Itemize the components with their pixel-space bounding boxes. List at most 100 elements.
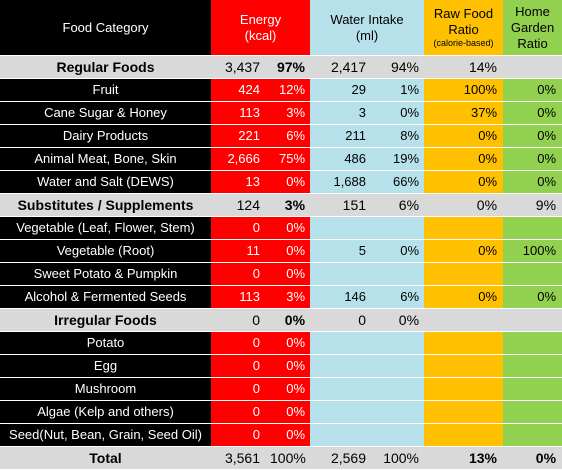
table-body: Regular Foods 3,437 97% 2,417 94% 14% Fruit 424… bbox=[0, 55, 562, 470]
cell-energy: 0 bbox=[211, 216, 265, 240]
table-row: Animal Meat, Bone, Skin 2,666 75% 486 19% 0% 0… bbox=[0, 147, 562, 171]
table-row: Dairy Products 221 6% 211 8% 0% 0% bbox=[0, 124, 562, 148]
cell-raw-ratio bbox=[424, 354, 504, 378]
header-home-line3: Ratio bbox=[517, 35, 548, 51]
cell-energy: 13 bbox=[211, 170, 265, 194]
header-water-intake: Water Intake (ml) bbox=[310, 0, 425, 56]
group-row: Regular Foods 3,437 97% 2,417 94% 14% bbox=[0, 55, 562, 79]
header-raw-line2: Ratio bbox=[448, 22, 479, 37]
table-row: Vegetable (Root) 11 0% 5 0% 0% 100% bbox=[0, 239, 562, 263]
header-energy-unit: (kcal) bbox=[244, 27, 277, 43]
header-raw-note: (calorie-based) bbox=[433, 38, 494, 48]
cell-energy: 113 bbox=[211, 101, 265, 125]
cell-water: 486 bbox=[310, 147, 372, 171]
cell-energy: 3,437 bbox=[211, 55, 265, 79]
header-raw-line1: Raw Food bbox=[433, 6, 494, 21]
group-row: Substitutes / Supplements 124 3% 151 6% 0% 9% bbox=[0, 193, 562, 217]
cell-water-pct: 0% bbox=[371, 308, 425, 332]
cell-home-ratio bbox=[503, 377, 562, 401]
cell-water: 2,417 bbox=[310, 55, 372, 79]
header-row: Food Category Energy (kcal) Water Intake… bbox=[0, 0, 562, 56]
cell-water-pct: 8% bbox=[371, 124, 425, 148]
cell-raw-ratio: 14% bbox=[424, 55, 504, 79]
header-home-line1: Home bbox=[515, 3, 550, 19]
cell-water-pct: 1% bbox=[371, 78, 425, 102]
table-row: Sweet Potato & Pumpkin 0 0% bbox=[0, 262, 562, 286]
cell-home-ratio bbox=[503, 308, 562, 332]
cell-energy: 11 bbox=[211, 239, 265, 263]
cell-energy: 3,561 bbox=[211, 446, 265, 470]
cell-water-pct bbox=[371, 262, 425, 286]
cell-energy: 424 bbox=[211, 78, 265, 102]
cell-water: 2,569 bbox=[310, 446, 372, 470]
cell-energy-pct: 3% bbox=[265, 193, 311, 217]
cell-category: Animal Meat, Bone, Skin bbox=[0, 147, 211, 171]
cell-home-ratio bbox=[503, 262, 562, 286]
cell-raw-ratio: 0% bbox=[424, 193, 504, 217]
cell-home-ratio: 9% bbox=[503, 193, 562, 217]
cell-water bbox=[310, 216, 372, 240]
cell-energy-pct: 0% bbox=[265, 377, 311, 401]
cell-water bbox=[310, 331, 372, 355]
table-row: Algae (Kelp and others) 0 0% bbox=[0, 400, 562, 424]
cell-category: Total bbox=[0, 446, 211, 470]
cell-energy-pct: 100% bbox=[265, 446, 311, 470]
cell-energy-pct: 0% bbox=[265, 331, 311, 355]
cell-raw-ratio: 0% bbox=[424, 239, 504, 263]
cell-energy: 0 bbox=[211, 331, 265, 355]
table-row: Fruit 424 12% 29 1% 100% 0% bbox=[0, 78, 562, 102]
cell-water-pct: 94% bbox=[371, 55, 425, 79]
cell-water-pct: 100% bbox=[371, 446, 425, 470]
cell-energy-pct: 75% bbox=[265, 147, 311, 171]
cell-water-pct bbox=[371, 216, 425, 240]
cell-energy: 124 bbox=[211, 193, 265, 217]
header-water-unit: (ml) bbox=[355, 27, 379, 43]
cell-water-pct bbox=[371, 423, 425, 447]
header-energy: Energy (kcal) bbox=[211, 0, 311, 56]
cell-energy-pct: 0% bbox=[265, 423, 311, 447]
cell-energy-pct: 0% bbox=[265, 216, 311, 240]
cell-category: Sweet Potato & Pumpkin bbox=[0, 262, 211, 286]
cell-water: 1,688 bbox=[310, 170, 372, 194]
cell-water: 211 bbox=[310, 124, 372, 148]
cell-raw-ratio bbox=[424, 331, 504, 355]
cell-home-ratio bbox=[503, 331, 562, 355]
table-row: Mushroom 0 0% bbox=[0, 377, 562, 401]
table-row: Egg 0 0% bbox=[0, 354, 562, 378]
cell-home-ratio: 0% bbox=[503, 285, 562, 309]
cell-home-ratio bbox=[503, 55, 562, 79]
table-row: Seed(Nut, Bean, Grain, Seed Oil) 0 0% bbox=[0, 423, 562, 447]
cell-home-ratio bbox=[503, 354, 562, 378]
cell-water: 151 bbox=[310, 193, 372, 217]
cell-energy-pct: 97% bbox=[265, 55, 311, 79]
cell-home-ratio: 0% bbox=[503, 124, 562, 148]
cell-energy-pct: 0% bbox=[265, 239, 311, 263]
cell-category: Algae (Kelp and others) bbox=[0, 400, 211, 424]
cell-raw-ratio bbox=[424, 377, 504, 401]
cell-category: Substitutes / Supplements bbox=[0, 193, 211, 217]
cell-home-ratio bbox=[503, 423, 562, 447]
cell-home-ratio bbox=[503, 400, 562, 424]
cell-category: Fruit bbox=[0, 78, 211, 102]
cell-raw-ratio: 37% bbox=[424, 101, 504, 125]
cell-energy-pct: 3% bbox=[265, 101, 311, 125]
cell-energy-pct: 3% bbox=[265, 285, 311, 309]
header-water-label: Water Intake bbox=[330, 11, 404, 27]
cell-category: Potato bbox=[0, 331, 211, 355]
cell-home-ratio: 100% bbox=[503, 239, 562, 263]
cell-energy-pct: 12% bbox=[265, 78, 311, 102]
cell-energy: 113 bbox=[211, 285, 265, 309]
cell-category: Irregular Foods bbox=[0, 308, 211, 332]
cell-water: 146 bbox=[310, 285, 372, 309]
cell-category: Seed(Nut, Bean, Grain, Seed Oil) bbox=[0, 423, 211, 447]
table-row: Water and Salt (DEWS) 13 0% 1,688 66% 0% 0% bbox=[0, 170, 562, 194]
cell-category: Dairy Products bbox=[0, 124, 211, 148]
cell-raw-ratio: 13% bbox=[424, 446, 504, 470]
cell-category: Regular Foods bbox=[0, 55, 211, 79]
cell-raw-ratio bbox=[424, 400, 504, 424]
cell-energy-pct: 0% bbox=[265, 170, 311, 194]
cell-category: Alcohol & Fermented Seeds bbox=[0, 285, 211, 309]
cell-home-ratio bbox=[503, 216, 562, 240]
cell-water: 0 bbox=[310, 308, 372, 332]
